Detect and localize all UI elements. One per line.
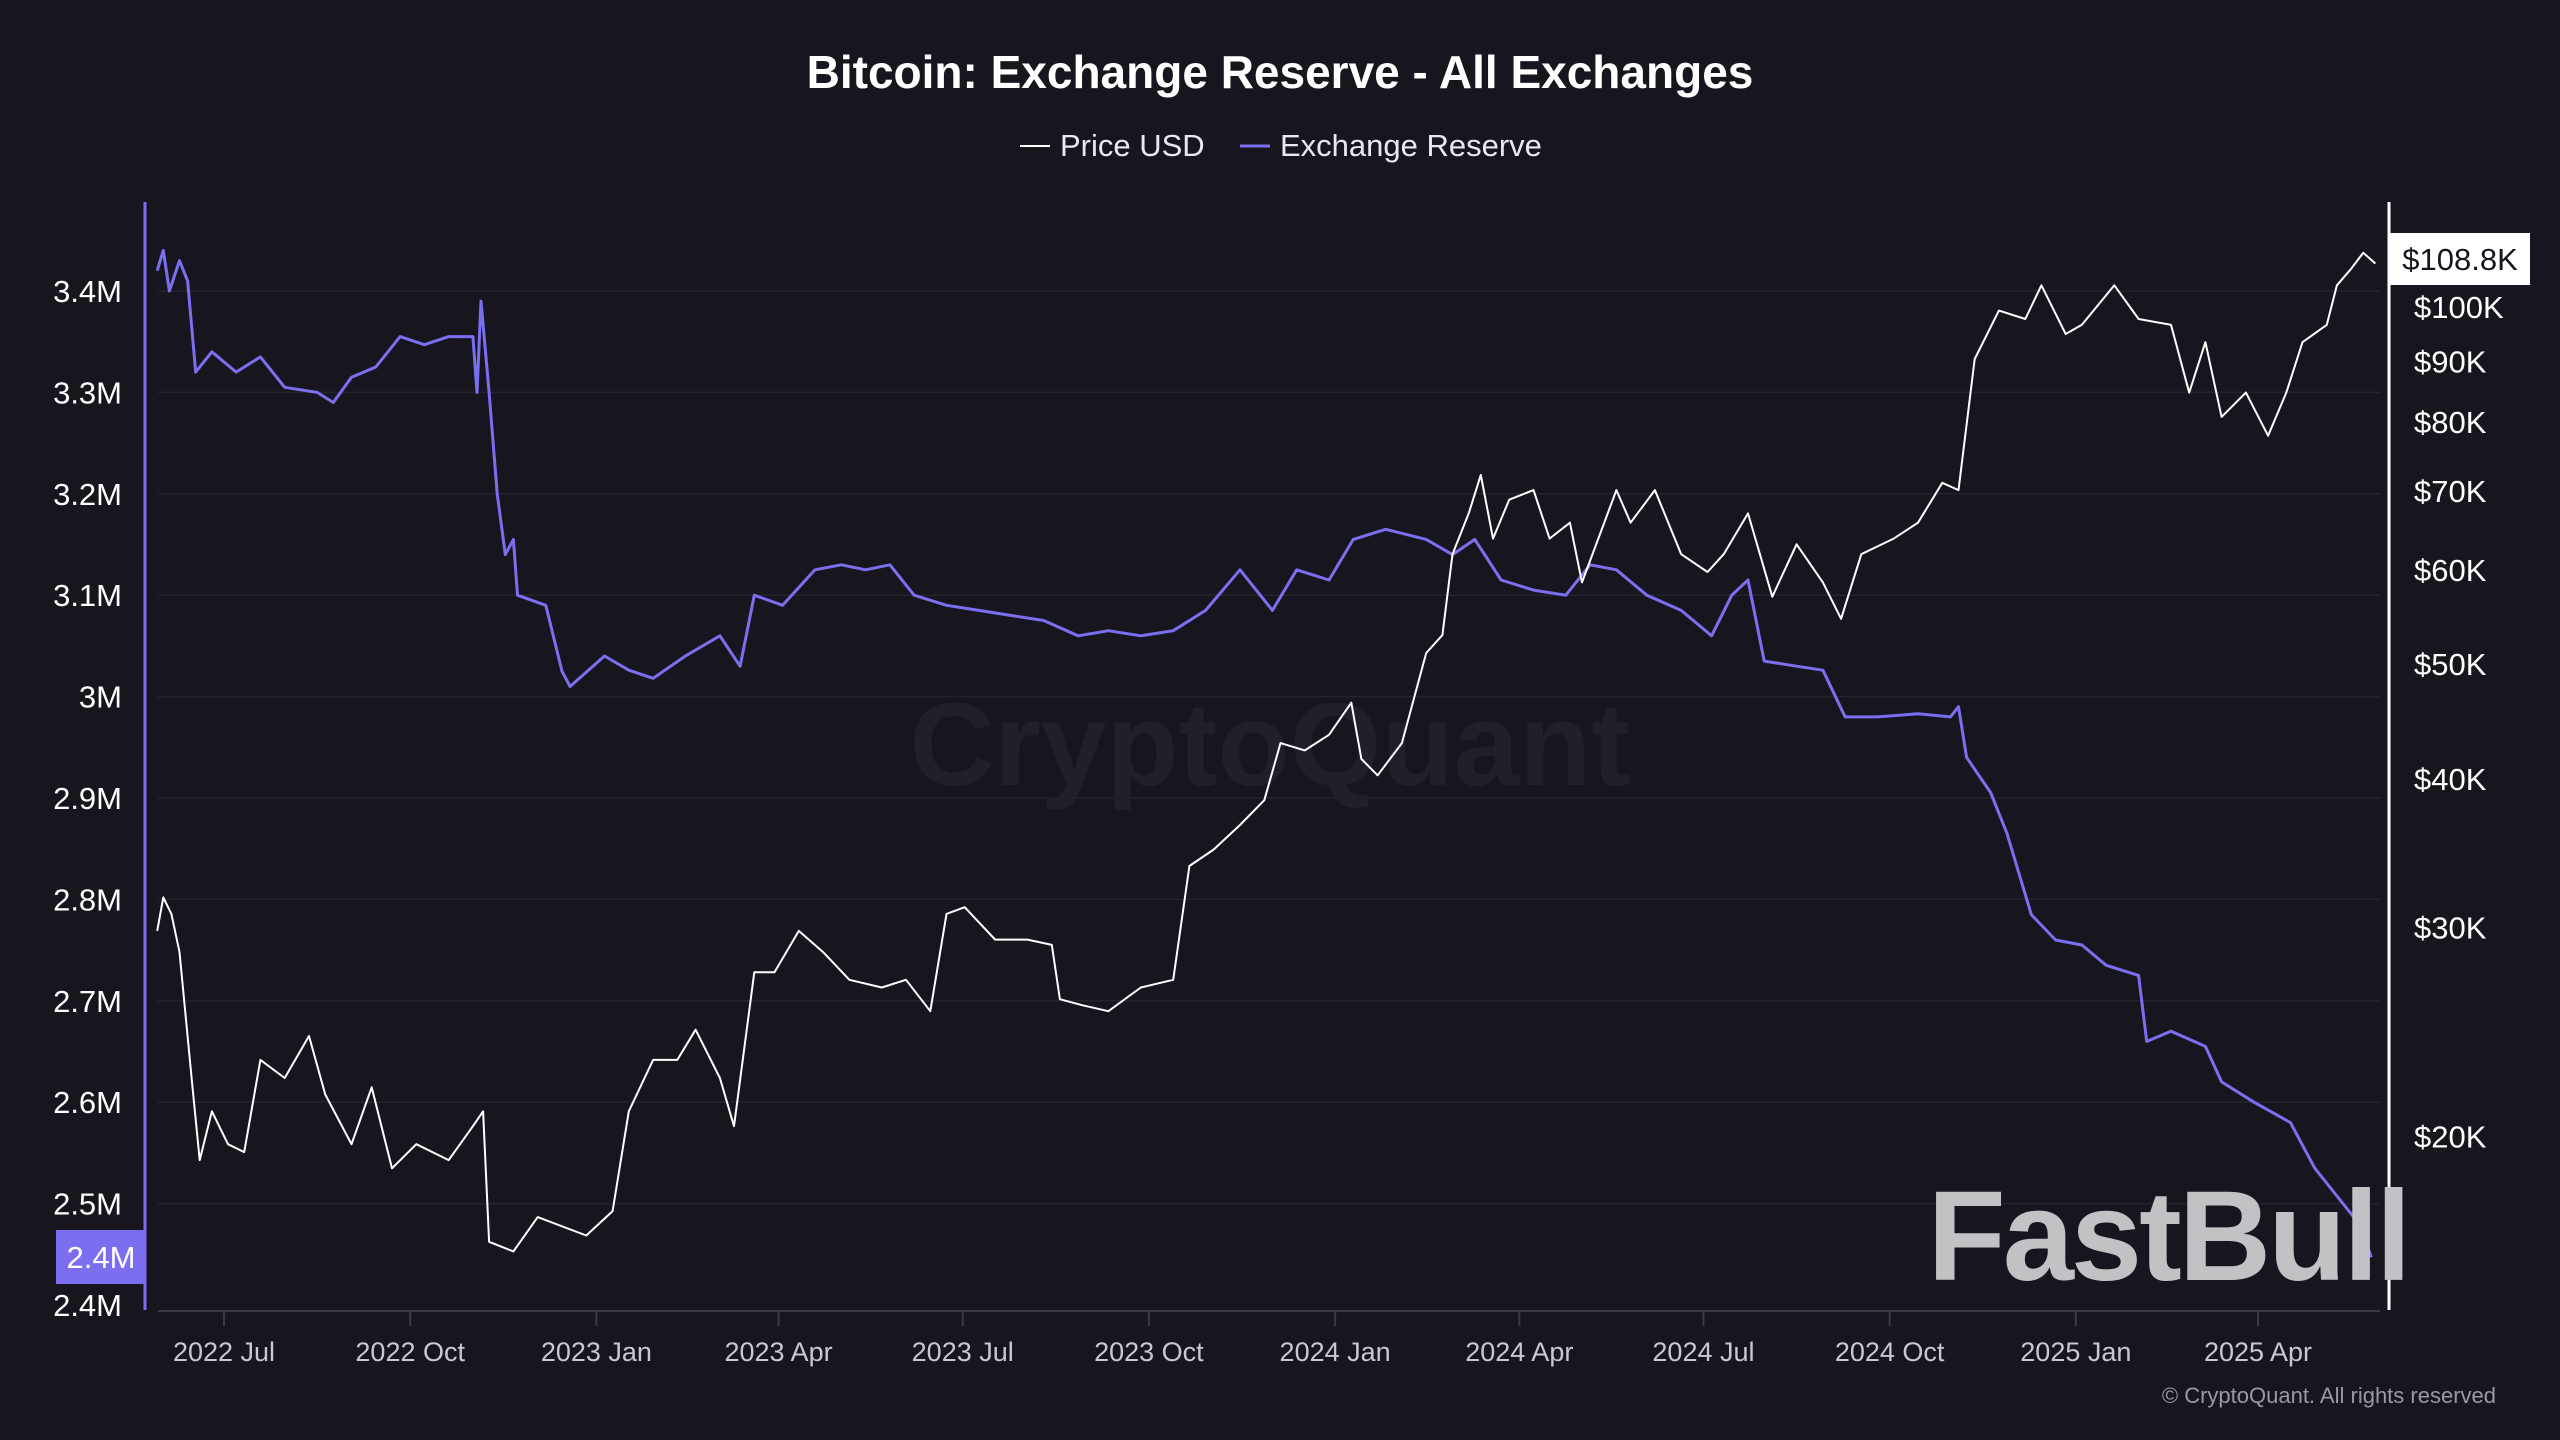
legend-label-price: Price USD: [1060, 128, 1205, 163]
right-current-value-bg: [2390, 233, 2530, 285]
fastbull-watermark: FastBull: [1928, 1165, 2409, 1308]
x-tick-label: 2023 Jan: [541, 1337, 652, 1367]
left-current-value: 2.4M: [67, 1240, 136, 1275]
legend-label-reserve: Exchange Reserve: [1280, 128, 1542, 163]
x-tick-label: 2023 Jul: [912, 1337, 1014, 1367]
x-tick-label: 2024 Apr: [1465, 1337, 1573, 1367]
cryptoquant-watermark: CryptoQuant: [909, 679, 1630, 811]
copyright: © CryptoQuant. All rights reserved: [2162, 1383, 2496, 1408]
x-axis-ticks: 2022 Jul 2022 Oct 2023 Jan 2023 Apr 2023 Jul…: [173, 1311, 2312, 1367]
right-tick-label: $30K: [2414, 910, 2487, 945]
left-tick-label: 3.3M: [53, 375, 122, 410]
x-tick-label: 2022 Oct: [355, 1337, 465, 1367]
right-current-value-badge: $108.8K: [2390, 233, 2530, 285]
right-current-value: $108.8K: [2402, 242, 2518, 277]
right-tick-label: $80K: [2414, 405, 2487, 440]
left-tick-label: 3.1M: [53, 578, 122, 613]
left-axis-ticks: 3.4M 3.3M 3.2M 3.1M 3M 2.9M 2.8M 2.7M 2.6M 2.5M 2.…: [53, 274, 122, 1323]
right-tick-label: $20K: [2414, 1119, 2487, 1154]
right-tick-label: $90K: [2414, 344, 2487, 379]
right-tick-label: $100K: [2414, 290, 2504, 325]
left-tick-label: 2.6M: [53, 1085, 122, 1120]
left-tick-label: 2.9M: [53, 781, 122, 816]
x-tick-label: 2023 Oct: [1094, 1337, 1204, 1367]
x-tick-label: 2023 Apr: [724, 1337, 832, 1367]
x-tick-label: 2024 Oct: [1835, 1337, 1945, 1367]
legend-item-reserve[interactable]: Exchange Reserve: [1240, 128, 1542, 163]
right-tick-label: $40K: [2414, 762, 2487, 797]
right-tick-label: $60K: [2414, 553, 2487, 588]
left-tick-label: 3.4M: [53, 274, 122, 309]
legend-item-price[interactable]: Price USD: [1020, 128, 1205, 163]
left-tick-label: 3.2M: [53, 477, 122, 512]
left-tick-label: 2.8M: [53, 882, 122, 917]
x-tick-label: 2025 Apr: [2204, 1337, 2312, 1367]
right-axis-ticks: $100K $90K $80K $70K $60K $50K $40K $30K $20K: [2414, 290, 2504, 1154]
right-tick-label: $50K: [2414, 647, 2487, 682]
x-tick-label: 2024 Jan: [1280, 1337, 1391, 1367]
x-tick-label: 2022 Jul: [173, 1337, 275, 1367]
series-price-usd: [156, 251, 2377, 1253]
series-exchange-reserve: [155, 248, 2373, 1258]
left-current-value-bg: [56, 1230, 145, 1284]
left-tick-label: 2.4M: [53, 1288, 122, 1323]
left-tick-label: 2.7M: [53, 984, 122, 1019]
gridlines: [158, 290, 2380, 1205]
chart-title: Bitcoin: Exchange Reserve - All Exchange…: [807, 46, 1754, 98]
x-tick-label: 2024 Jul: [1652, 1337, 1754, 1367]
left-tick-label: 3M: [79, 680, 122, 715]
legend: Price USD Exchange Reserve: [1020, 128, 1542, 163]
left-current-value-badge: 2.4M: [56, 1230, 145, 1284]
right-tick-label: $70K: [2414, 474, 2487, 509]
series-layer: [155, 248, 2377, 1258]
x-tick-label: 2025 Jan: [2020, 1337, 2131, 1367]
left-tick-label: 2.5M: [53, 1187, 122, 1222]
